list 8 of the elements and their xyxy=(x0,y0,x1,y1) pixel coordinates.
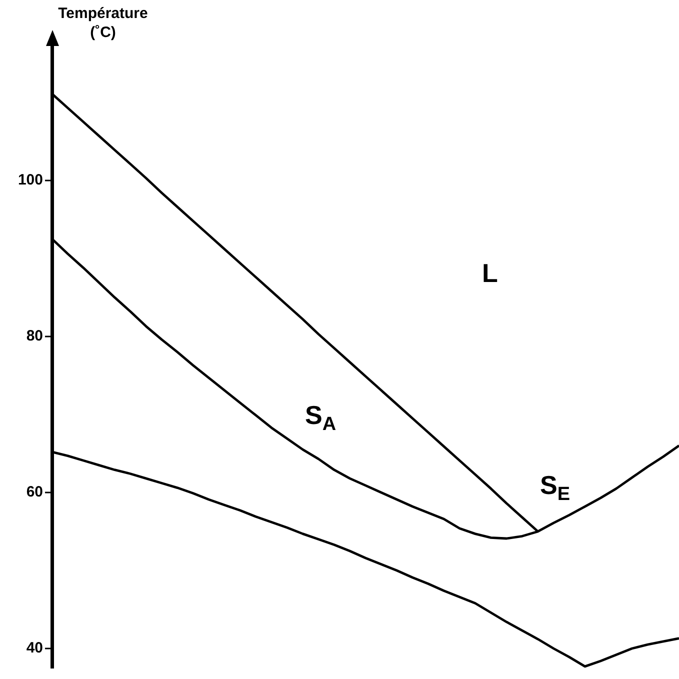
y-axis-title: Température (˚C) xyxy=(57,4,149,42)
annotation: S$_{E}$ xyxy=(540,470,570,506)
y-tick-label: 40 xyxy=(26,640,43,657)
y-tick-label: 80 xyxy=(26,328,43,345)
y-tick-label: 100 xyxy=(18,172,43,189)
annotation: S$_{A}$ xyxy=(305,400,336,436)
annotation: L xyxy=(482,258,498,289)
y-tick-label: 60 xyxy=(26,484,43,501)
